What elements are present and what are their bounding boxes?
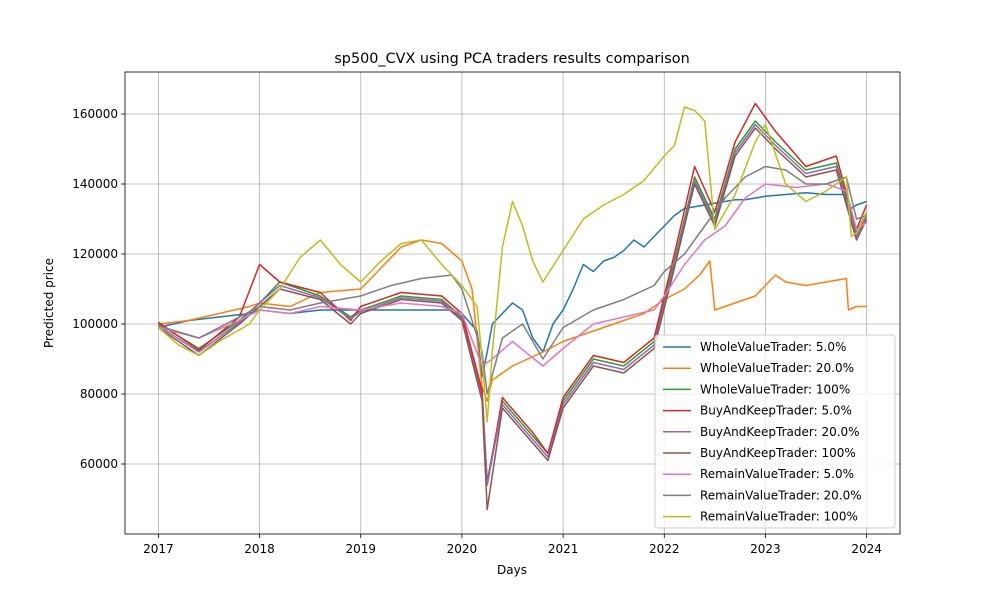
- series-line-4: [157, 102, 868, 486]
- series-line-9: [157, 106, 868, 423]
- series-line-6: [157, 127, 868, 511]
- series-line-5: [157, 123, 868, 486]
- legend-entry: RemainValueTrader: 100%: [700, 510, 858, 524]
- legend-entry: RemainValueTrader: 5.0%: [700, 467, 854, 481]
- chart-title: sp500_CVX using PCA traders results comp…: [334, 51, 689, 67]
- y-tick-label: 120000: [72, 247, 118, 261]
- legend: WholeValueTrader: 5.0% WholeValueTrader: …: [654, 334, 896, 529]
- series-line-1: [158, 192, 867, 378]
- x-tick-label: 2019: [345, 542, 376, 556]
- legend-entry: BuyAndKeepTrader: 5.0%: [700, 404, 852, 418]
- y-tick-label: 160000: [72, 107, 118, 121]
- y-axis-title: Predicted price: [42, 258, 56, 348]
- y-tick-label: 60000: [80, 457, 118, 471]
- legend-entry: RemainValueTrader: 20.0%: [700, 488, 862, 502]
- y-tick-label: 80000: [80, 387, 118, 401]
- y-tick-label: 100000: [72, 317, 118, 331]
- x-tick-label: 2017: [143, 542, 174, 556]
- x-tick-label: 2021: [548, 542, 579, 556]
- series-line-2: [158, 239, 867, 402]
- x-axis-title: Days: [497, 563, 527, 577]
- series-line-7: [158, 183, 868, 367]
- legend-entry: WholeValueTrader: 5.0%: [700, 340, 846, 354]
- y-tick-label: 140000: [72, 177, 118, 191]
- x-tick-label: 2020: [447, 542, 478, 556]
- axis-ticks: 2017 2018 2019 2020 2021 2022 2023 2024 60000 800…: [72, 107, 882, 556]
- legend-entry: BuyAndKeepTrader: 100%: [700, 446, 856, 460]
- legend-entry: WholeValueTrader: 20.0%: [700, 361, 854, 375]
- legend-box: [654, 334, 896, 529]
- series-lines: [157, 102, 868, 511]
- legend-entry: BuyAndKeepTrader: 20.0%: [700, 425, 860, 439]
- legend-entry: WholeValueTrader: 100%: [700, 382, 850, 396]
- x-tick-label: 2018: [244, 542, 275, 556]
- series-line-3: [158, 120, 868, 483]
- series-line-8: [158, 165, 867, 395]
- x-tick-label: 2024: [851, 542, 882, 556]
- plot-frame: [124, 71, 901, 535]
- x-tick-label: 2023: [750, 542, 781, 556]
- x-tick-label: 2022: [649, 542, 680, 556]
